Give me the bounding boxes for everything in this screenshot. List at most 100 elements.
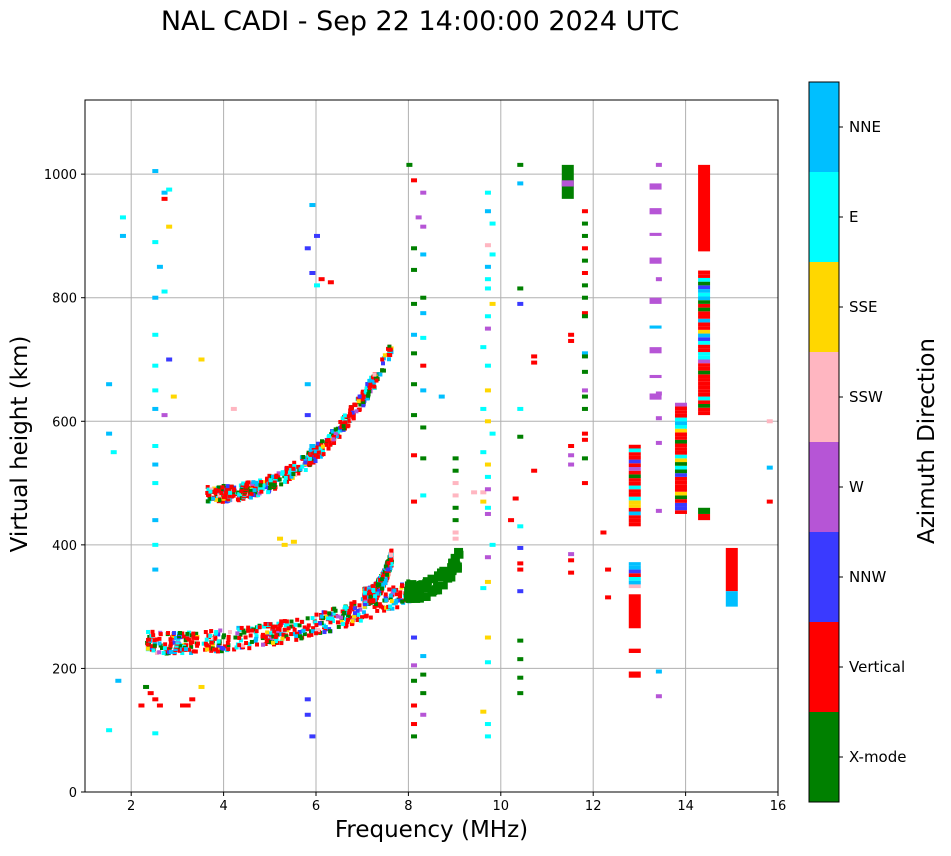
trace-echo (357, 408, 362, 413)
trace-echo (282, 627, 287, 632)
trace-echo (285, 628, 290, 633)
echo-point (508, 518, 515, 523)
echo-point (420, 335, 427, 340)
echo-column-segment (674, 447, 687, 451)
trace-echo (301, 628, 306, 633)
trace-echo (295, 617, 300, 622)
trace-echo (334, 434, 339, 439)
trace-echo (245, 494, 250, 499)
trace-echo (356, 399, 361, 404)
echo-point (147, 691, 154, 696)
trace-echo (346, 613, 351, 618)
echo-point (484, 511, 491, 516)
trace-echo (195, 641, 200, 646)
echo-point (517, 589, 524, 594)
echo-point (484, 388, 491, 393)
echo-point (420, 190, 427, 195)
trace-echo (268, 484, 273, 489)
trace-echo (345, 424, 350, 429)
trace-echo (238, 638, 243, 643)
trace-echo (314, 445, 319, 450)
trace-echo (221, 646, 226, 651)
echo-column-segment (628, 562, 641, 566)
echo-point (420, 295, 427, 300)
echo-column-segment (698, 370, 711, 375)
trace-echo (176, 644, 181, 649)
trace-echo (172, 631, 177, 636)
echo-point (309, 734, 316, 739)
echo-column-segment (698, 400, 711, 404)
trace-echo (398, 590, 403, 595)
trace-echo (221, 635, 226, 640)
colorbar-tick-label: X-mode (849, 748, 906, 766)
trace-echo (314, 612, 319, 617)
trace-echo (194, 631, 199, 636)
colorbar-segment (809, 172, 839, 262)
trace-echo (348, 615, 353, 620)
trace-echo (246, 486, 251, 491)
echo-column-segment (628, 478, 641, 482)
echo-point (581, 431, 588, 436)
echo-point (420, 654, 427, 659)
colorbar-segment (809, 622, 839, 712)
echo-column-segment (698, 392, 711, 397)
echo-column-segment (628, 584, 641, 589)
trace-echo (271, 625, 276, 630)
trace-echo (161, 651, 166, 656)
trace-echo (266, 622, 271, 627)
trace-echo (279, 632, 284, 637)
echo-point (152, 444, 159, 448)
trace-echo (179, 644, 184, 649)
trace-echo (387, 587, 392, 592)
trace-echo (283, 623, 288, 628)
echo-point (517, 301, 524, 306)
trace-echo (289, 632, 294, 637)
echo-point (484, 579, 491, 584)
echo-column-segment (698, 363, 711, 367)
echo-point (143, 684, 150, 689)
trace-echo (354, 409, 359, 414)
echo-point (655, 416, 662, 421)
echo-point (581, 271, 588, 275)
trace-echo (350, 619, 355, 624)
trace-echo (225, 641, 230, 646)
trace-echo (381, 605, 386, 610)
trace-echo (224, 487, 229, 492)
trace-echo (157, 636, 162, 641)
trace-echo (185, 631, 190, 636)
trace-echo (280, 471, 285, 476)
echo-column-segment (674, 458, 687, 463)
echo-point (766, 465, 773, 470)
trace-echo (261, 480, 266, 485)
echo-point (411, 663, 418, 668)
trace-echo (338, 615, 343, 620)
echo-point (156, 264, 163, 269)
trace-echo (285, 636, 290, 641)
trace-echo (171, 634, 176, 639)
echo-column (698, 513, 711, 521)
echo-point (106, 431, 113, 436)
trace-echo (309, 454, 314, 459)
echo-point (600, 530, 607, 535)
trace-echo (341, 424, 346, 429)
echo-point (517, 434, 524, 439)
echo-point (517, 567, 524, 572)
echo-point (198, 684, 205, 689)
echo-column-segment (674, 484, 687, 489)
trace-echo (174, 643, 179, 648)
trace-echo (351, 414, 356, 419)
echo-column-segment (674, 465, 687, 470)
echo-column-segment (674, 491, 687, 496)
trace-echo (400, 583, 405, 588)
echo-column-segment (698, 396, 711, 401)
echo-point (119, 233, 126, 238)
trace-echo (296, 464, 301, 469)
echo-point (489, 542, 496, 547)
trace-echo (372, 372, 377, 377)
trace-echo (300, 464, 305, 469)
trace-echo (154, 637, 159, 642)
echo-column-segment (698, 296, 711, 301)
echo-point (309, 271, 316, 275)
echo-column-segment (674, 495, 687, 500)
echo-point (304, 712, 311, 717)
